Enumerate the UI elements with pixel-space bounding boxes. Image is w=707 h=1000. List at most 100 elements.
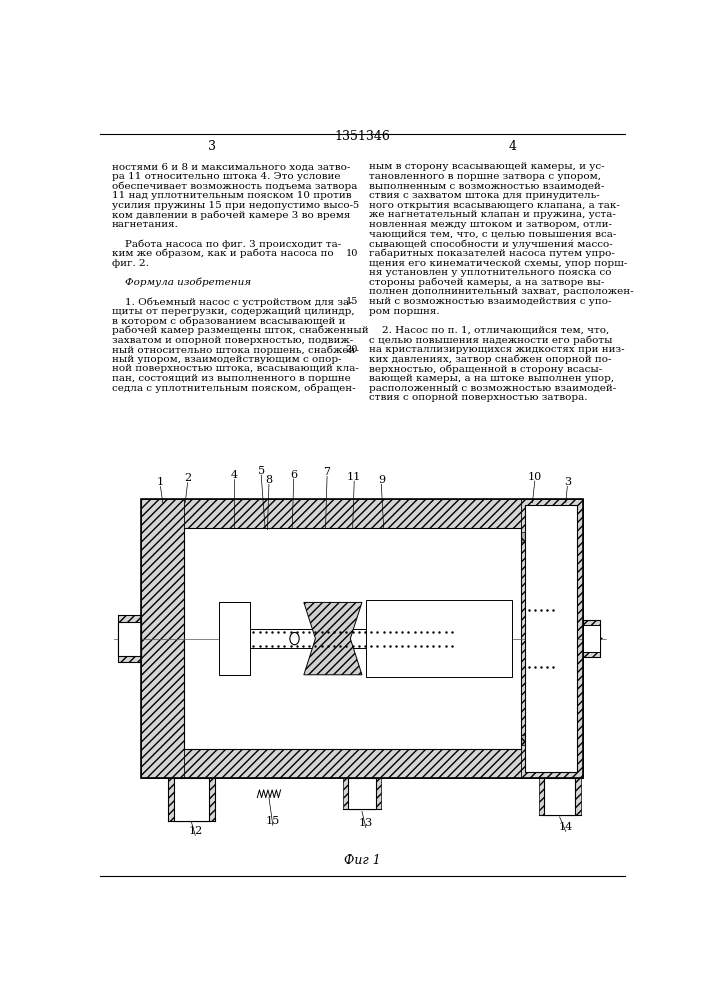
- Text: сывающей способности и улучшения́ массо-: сывающей способности и улучшения́ массо-: [369, 239, 613, 249]
- Text: 14: 14: [559, 822, 573, 832]
- Bar: [583, 620, 600, 657]
- Bar: [506, 532, 526, 542]
- Bar: [218, 675, 250, 749]
- Text: ра 11 относительно штока 4. Это условие: ра 11 относительно штока 4. Это условие: [112, 172, 340, 181]
- Text: 2. Насос по п. 1, отличающийся тем, что,: 2. Насос по п. 1, отличающийся тем, что,: [369, 326, 609, 335]
- Bar: [583, 620, 600, 657]
- Text: 3: 3: [209, 140, 216, 153]
- Text: 2: 2: [184, 473, 191, 483]
- Text: ствия с опорной поверхностью затвора.: ствия с опорной поверхностью затвора.: [369, 393, 588, 402]
- Bar: [118, 615, 141, 662]
- Text: чающийся тем, что, с целью повышения вса-: чающийся тем, что, с целью повышения вса…: [369, 230, 617, 239]
- Bar: [141, 499, 583, 778]
- Text: рабочей камер размещены шток, снабженный: рабочей камер размещены шток, снабженный: [112, 326, 368, 335]
- Text: ный с возможностью взаимодействия с упо-: ный с возможностью взаимодействия с упо-: [369, 297, 612, 306]
- Text: щения его кинематической схемы, упор порш-: щения его кинематической схемы, упор пор…: [369, 259, 627, 268]
- Text: 20: 20: [346, 345, 358, 354]
- Text: габаритных показателей насоса путем упро-: габаритных показателей насоса путем упро…: [369, 249, 615, 258]
- Bar: [366, 600, 512, 677]
- Bar: [218, 528, 250, 602]
- Text: тановленного в поршне затвора с упором,: тановленного в поршне затвора с упором,: [369, 172, 601, 181]
- Bar: [506, 735, 526, 745]
- Text: 8: 8: [265, 475, 272, 485]
- Text: 7: 7: [324, 467, 331, 477]
- Bar: [141, 499, 583, 528]
- Text: фиг. 2.: фиг. 2.: [112, 259, 148, 268]
- Text: седла с уплотнительным пояском, обращен-: седла с уплотнительным пояском, обращен-: [112, 384, 355, 393]
- Text: ком давлении в рабочей камере 3 во время: ком давлении в рабочей камере 3 во время: [112, 210, 350, 220]
- Bar: [376, 778, 380, 809]
- Text: 1. Объемный насос с устройством для за-: 1. Объемный насос с устройством для за-: [112, 297, 352, 307]
- Text: ного открытия всасывающего клапана, а так-: ного открытия всасывающего клапана, а та…: [369, 201, 620, 210]
- Text: 13: 13: [358, 818, 373, 828]
- Text: верхностью, обращенной в сторону всасы-: верхностью, обращенной в сторону всасы-: [369, 364, 602, 374]
- Ellipse shape: [290, 632, 299, 645]
- Text: ким же образом, как и работа насоса по: ким же образом, как и работа насоса по: [112, 249, 333, 258]
- Text: 10: 10: [346, 249, 358, 258]
- Text: расположенный с возможностью взаимодей-: расположенный с возможностью взаимодей-: [369, 384, 617, 393]
- Bar: [184, 671, 218, 749]
- Text: щиты от перегрузки, содержащий цилиндр,: щиты от перегрузки, содержащий цилиндр,: [112, 307, 354, 316]
- Text: 1: 1: [157, 477, 164, 487]
- Bar: [304, 528, 362, 602]
- Bar: [304, 675, 362, 749]
- Text: с целью повышения надежности его работы: с целью повышения надежности его работы: [369, 336, 612, 345]
- Text: на кристаллизирующихся жидкостях при низ-: на кристаллизирующихся жидкостях при низ…: [369, 345, 624, 354]
- Bar: [525, 505, 577, 772]
- Bar: [583, 625, 600, 652]
- Text: стороны рабочей камеры, а на затворе вы-: стороны рабочей камеры, а на затворе вы-: [369, 278, 604, 287]
- Bar: [575, 778, 580, 815]
- Polygon shape: [304, 602, 362, 675]
- Bar: [175, 778, 209, 821]
- Bar: [184, 528, 218, 606]
- Text: ня установлен у уплотнительного пояска со: ня установлен у уплотнительного пояска с…: [369, 268, 612, 277]
- Text: 11: 11: [347, 472, 361, 482]
- Bar: [366, 677, 512, 749]
- Bar: [184, 528, 521, 749]
- Bar: [544, 778, 575, 815]
- Bar: [250, 648, 459, 749]
- Text: ным в сторону всасывающей камеры, и ус-: ным в сторону всасывающей камеры, и ус-: [369, 162, 604, 171]
- Text: выполненным с возможностью взаимодей-: выполненным с возможностью взаимодей-: [369, 182, 604, 191]
- Text: 9: 9: [378, 475, 385, 485]
- Text: полнен дополнинительный захват, расположен-: полнен дополнинительный захват, располож…: [369, 287, 633, 296]
- Text: усилия пружины 15 при недопустимо высо-: усилия пружины 15 при недопустимо высо-: [112, 201, 353, 210]
- Text: новленная между штоком и затвором, отли-: новленная между штоком и затвором, отли-: [369, 220, 612, 229]
- Text: ный относительно штока поршень, снабжен-: ный относительно штока поршень, снабжен-: [112, 345, 358, 355]
- Text: ром поршня.: ром поршня.: [369, 307, 440, 316]
- Text: 6: 6: [290, 470, 298, 480]
- Bar: [348, 778, 376, 809]
- Text: ствия с захватом штока для принудитель-: ствия с захватом штока для принудитель-: [369, 191, 600, 200]
- Text: Фиг 1: Фиг 1: [344, 854, 381, 867]
- Bar: [539, 778, 544, 815]
- Text: пан, состоящий из выполненного в поршне: пан, состоящий из выполненного в поршне: [112, 374, 351, 383]
- Bar: [141, 749, 583, 778]
- Bar: [118, 622, 141, 656]
- Text: же нагнетательный клапан и пружина, уста-: же нагнетательный клапан и пружина, уста…: [369, 210, 616, 219]
- Bar: [118, 615, 141, 662]
- Text: Работа насоса по фиг. 3 происходит та-: Работа насоса по фиг. 3 происходит та-: [112, 239, 341, 249]
- Bar: [168, 778, 175, 821]
- Text: в котором с образованием всасывающей и: в котором с образованием всасывающей и: [112, 316, 345, 326]
- Text: 15: 15: [266, 816, 280, 826]
- Bar: [218, 602, 250, 675]
- Bar: [250, 671, 284, 675]
- Text: 3: 3: [563, 477, 571, 487]
- Bar: [366, 528, 512, 600]
- Text: ной поверхностью штока, всасывающий кла-: ной поверхностью штока, всасывающий кла-: [112, 364, 358, 373]
- Text: 5: 5: [257, 466, 264, 476]
- Bar: [141, 499, 184, 778]
- Bar: [250, 629, 459, 648]
- Text: ких давлениях, затвор снабжен опорной по-: ких давлениях, затвор снабжен опорной по…: [369, 355, 612, 364]
- Text: обеспечивает возможность подъема затвора: обеспечивает возможность подъема затвора: [112, 182, 357, 191]
- Text: 1351346: 1351346: [335, 130, 391, 143]
- Text: 5: 5: [352, 201, 358, 210]
- Bar: [521, 499, 583, 778]
- Text: 11 над уплотнительным пояском 10 против: 11 над уплотнительным пояском 10 против: [112, 191, 351, 200]
- Text: 12: 12: [188, 826, 202, 836]
- Text: 15: 15: [346, 297, 358, 306]
- Bar: [250, 528, 459, 629]
- Bar: [209, 778, 215, 821]
- Text: 4: 4: [230, 470, 238, 480]
- Text: 10: 10: [527, 472, 542, 482]
